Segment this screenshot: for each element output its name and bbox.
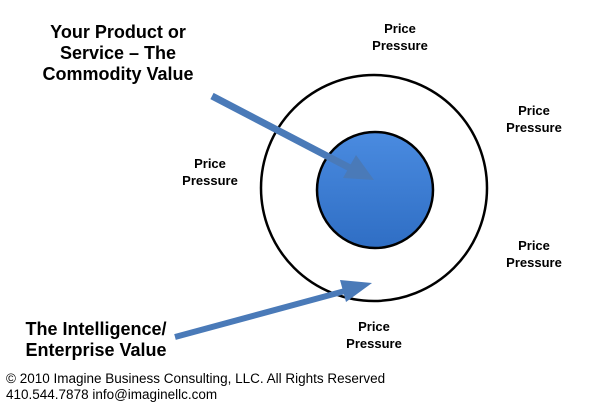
product-label-line-2: Service – The bbox=[59, 43, 177, 64]
price-pressure-top: Price Pressure bbox=[360, 20, 440, 54]
product-label-line-1: Your Product or bbox=[50, 22, 186, 42]
price-pressure-right-lower: Price Pressure bbox=[494, 237, 574, 271]
price-pressure-left-line-1: Price bbox=[194, 156, 226, 171]
intelligence-arrow bbox=[174, 280, 372, 340]
product-arrow bbox=[210, 92, 374, 180]
footer-copyright: © 2010 Imagine Business Consulting, LLC.… bbox=[6, 371, 386, 386]
price-pressure-right-upper-line-2: Pressure bbox=[506, 120, 562, 136]
intelligence-label: The Intelligence/ Enterprise Value bbox=[6, 319, 186, 361]
intelligence-label-line-2: Enterprise Value bbox=[25, 340, 167, 361]
inner-circle bbox=[315, 130, 435, 250]
price-pressure-right-lower-line-2: Pressure bbox=[506, 255, 562, 271]
footer: © 2010 Imagine Business Consulting, LLC.… bbox=[6, 371, 385, 403]
price-pressure-right-lower-line-1: Price bbox=[518, 238, 550, 253]
product-label-line-3: Commodity Value bbox=[42, 64, 194, 85]
product-label: Your Product or Service – The Commodity … bbox=[18, 22, 218, 86]
price-pressure-top-line-2: Pressure bbox=[372, 38, 428, 54]
price-pressure-bottom: Price Pressure bbox=[334, 318, 414, 352]
price-pressure-right-upper: Price Pressure bbox=[494, 102, 574, 136]
price-pressure-top-line-1: Price bbox=[384, 21, 416, 36]
price-pressure-left: Price Pressure bbox=[170, 155, 250, 189]
price-pressure-bottom-line-1: Price bbox=[358, 319, 390, 334]
price-pressure-left-line-2: Pressure bbox=[182, 173, 238, 189]
intelligence-label-line-1: The Intelligence/ bbox=[25, 319, 167, 339]
price-pressure-right-upper-line-1: Price bbox=[518, 103, 550, 118]
price-pressure-bottom-line-2: Pressure bbox=[346, 336, 402, 352]
footer-contact: 410.544.7878 info@imaginellc.com bbox=[6, 387, 218, 403]
